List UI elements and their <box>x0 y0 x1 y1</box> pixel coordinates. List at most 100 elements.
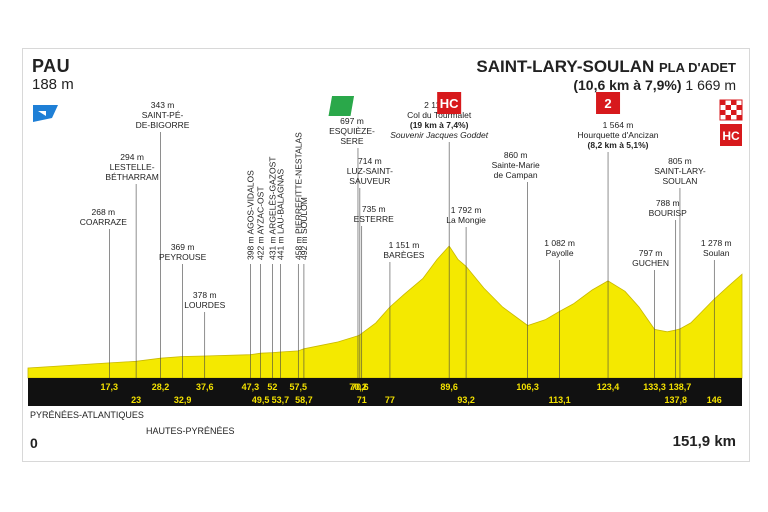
waypoint-label: GUCHEN <box>632 258 669 268</box>
finish-town-name: SAINT-LARY-SOULAN <box>476 57 655 76</box>
sprint-label: S <box>356 99 365 115</box>
waypoint-label: 343 m <box>151 100 175 110</box>
km-marker: 70,2 <box>349 382 367 392</box>
waypoint-label: 378 m <box>193 290 217 300</box>
waypoint-label: Col du Tourmalet <box>407 110 472 120</box>
km-marker: 28,2 <box>152 382 170 392</box>
waypoint-label-vertical: 422 m AYZAC-OST <box>256 186 266 260</box>
checker-square <box>731 110 737 115</box>
waypoint-label: 1 792 m <box>451 205 482 215</box>
waypoint-label: 1 082 m <box>544 238 575 248</box>
waypoint-label: 1 278 m <box>701 238 732 248</box>
waypoint-label: COARRAZE <box>80 217 128 227</box>
waypoint-label: Hourquette d'Ancizan <box>578 130 659 140</box>
km-band <box>28 378 742 406</box>
km-marker: 123,4 <box>597 382 620 392</box>
waypoint-label: SAINT-PÉ- <box>142 110 184 120</box>
waypoint-label: ESTERRE <box>354 214 394 224</box>
waypoint-label: SAINT-LARY- <box>654 166 706 176</box>
finish-kom-label: HC <box>722 129 740 143</box>
start-town: PAU <box>32 56 71 76</box>
waypoint-label: SAUVEUR <box>349 176 390 186</box>
department-hautes-pyrenees: HAUTES-PYRÉNÉES <box>146 426 235 436</box>
checker-square <box>720 100 726 105</box>
km-marker: 57,5 <box>290 382 308 392</box>
checker-square <box>725 105 731 110</box>
km-marker: 32,9 <box>174 395 192 405</box>
kom-label: 2 <box>604 96 611 111</box>
profile-frame <box>22 48 750 462</box>
checker-square <box>720 110 726 115</box>
km-marker: 58,7 <box>295 395 313 405</box>
km-marker: 37,6 <box>196 382 214 392</box>
waypoint-label: LUZ-SAINT- <box>347 166 393 176</box>
km-marker: 23 <box>131 395 141 405</box>
waypoint-label-vertical: 431 m ARGELÈS-GAZOST <box>267 157 277 260</box>
checker-square <box>725 115 731 120</box>
waypoint-label: (8,2 km à 5,1%) <box>588 140 649 150</box>
waypoint-label: 735 m <box>362 204 386 214</box>
waypoint-label: de Campan <box>494 170 538 180</box>
waypoint-label: BÉTHARRAM <box>105 172 158 182</box>
start-altitude: 188 m <box>32 76 74 93</box>
waypoint-label: PEYROUSE <box>159 252 207 262</box>
checker-square <box>731 100 737 105</box>
waypoint-label: Soulan <box>703 248 730 258</box>
finish-climb: (10,6 km à 7,9%) 1 669 m <box>573 77 736 93</box>
waypoint-label: (19 km à 7,4%) <box>410 120 469 130</box>
finish-kom-icon <box>720 124 742 146</box>
waypoint-label-vertical: 492 m SOULOM <box>299 197 309 260</box>
km-marker: 113,1 <box>549 395 571 405</box>
km-marker: 49,5 <box>252 395 270 405</box>
finish-town-sub: PLA D'ADET <box>659 60 736 75</box>
department-pyrenees-atlantiques: PYRÉNÉES-ATLANTIQUES <box>30 410 144 420</box>
waypoint-label: Payolle <box>546 248 574 258</box>
waypoint-label: Sainte-Marie <box>492 160 540 170</box>
km-marker: 133,3 <box>643 382 666 392</box>
kom-icon <box>596 92 621 114</box>
km-marker: 53,7 <box>272 395 290 405</box>
km-marker: 106,3 <box>516 382 539 392</box>
waypoint-label: BOURISP <box>649 208 688 218</box>
waypoint-label: Souvenir Jacques Goddet <box>390 130 488 140</box>
km-marker: 146 <box>707 395 722 405</box>
waypoint-label: 788 m <box>656 198 680 208</box>
waypoint-label: SOULAN <box>662 176 697 186</box>
waypoint-label: 697 m <box>340 116 364 126</box>
waypoint-label-vertical: 398 m AGOS-VIDALOS <box>245 170 255 260</box>
km-marker: 93,2 <box>457 395 475 405</box>
waypoint-label: BARÈGES <box>383 250 424 260</box>
finish-altitude: 1 669 m <box>685 77 736 93</box>
waypoint-label: 268 m <box>92 207 116 217</box>
km-marker: 138,7 <box>669 382 692 392</box>
distance-start: 0 <box>30 435 38 451</box>
waypoint-label: 860 m <box>504 150 528 160</box>
waypoint-label: 1 564 m <box>603 120 634 130</box>
waypoint-label: DE-BIGORRE <box>136 120 190 130</box>
km-marker: 77 <box>385 395 395 405</box>
waypoint-label: 369 m <box>171 242 195 252</box>
waypoint-label-vertical: 458 m PIERREFITTE-NESTALAS <box>293 132 303 260</box>
distance-total: 151,9 km <box>672 433 736 450</box>
start-flag-arrow <box>38 111 46 116</box>
km-marker: 71 <box>357 395 367 405</box>
km-marker: 52 <box>267 382 277 392</box>
waypoint-label: 1 151 m <box>389 240 420 250</box>
waypoint-label: SERE <box>340 136 363 146</box>
finish-town: SAINT-LARY-SOULAN PLA D'ADET <box>476 57 736 77</box>
waypoint-label: ESQUIÈZE- <box>329 126 375 136</box>
km-marker: 47,3 <box>242 382 260 392</box>
finish-climb-stats: (10,6 km à 7,9%) <box>573 77 682 93</box>
km-marker: 17,3 <box>101 382 119 392</box>
checker-square <box>736 105 742 110</box>
waypoint-label: 797 m <box>639 248 663 258</box>
km-marker: 137,8 <box>664 395 687 405</box>
kom-icon <box>437 92 462 114</box>
waypoint-label: 294 m <box>120 152 144 162</box>
sprint-icon <box>328 96 355 116</box>
waypoint-label-vertical: 441 m LAU-BALAGNAS <box>275 168 285 260</box>
km-marker: 70,6 <box>351 382 369 392</box>
waypoint-label: 714 m <box>358 156 382 166</box>
waypoint-label: LOURDES <box>184 300 225 310</box>
